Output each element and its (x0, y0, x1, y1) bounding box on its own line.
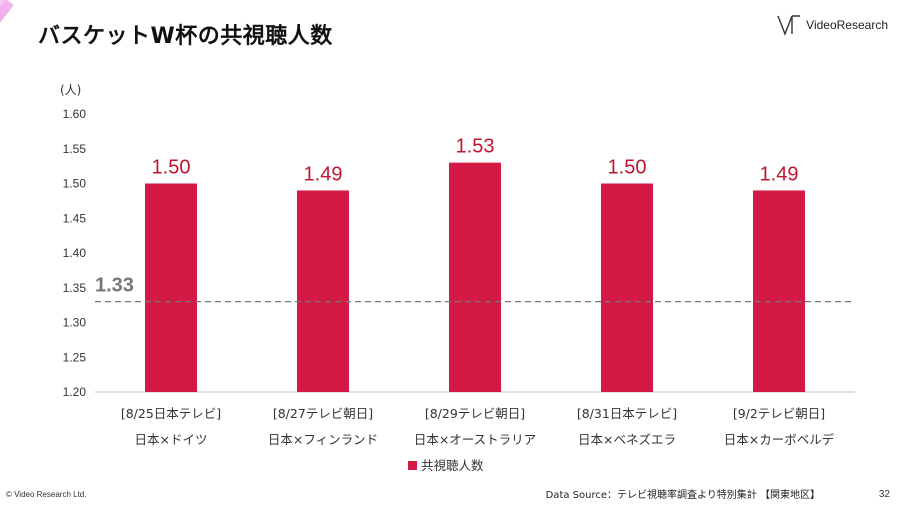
x-tick-sublabel: 日本×ベネズエラ (578, 432, 676, 447)
videoresearch-logo-icon (777, 15, 801, 36)
x-tick-label: [9/2テレビ朝日] (733, 406, 825, 421)
y-tick-label: 1.35 (63, 281, 87, 295)
y-tick-label: 1.45 (63, 211, 87, 225)
x-tick-sublabel: 日本×カーボベルデ (724, 432, 835, 447)
y-tick-label: 1.40 (63, 246, 87, 260)
logo-text: VideoResearch (806, 18, 888, 32)
company-logo: VideoResearch (776, 12, 888, 38)
y-tick-label: 1.30 (63, 316, 87, 330)
y-tick-label: 1.60 (63, 107, 87, 121)
data-label: 1.49 (304, 163, 343, 185)
x-tick-sublabel: 日本×ドイツ (135, 432, 208, 447)
x-tick-label: [8/27テレビ朝日] (273, 406, 373, 421)
legend-swatch (408, 461, 417, 470)
bar (449, 162, 501, 392)
copyright: © Video Research Ltd. (6, 490, 87, 499)
data-source: Data Source：テレビ視聴率調査より特別集計 【関東地区】 (545, 490, 820, 501)
x-tick-sublabel: 日本×オーストラリア (414, 432, 536, 447)
y-tick-label: 1.55 (63, 142, 87, 156)
data-label: 1.49 (760, 163, 799, 185)
x-tick-label: [8/25日本テレビ] (121, 406, 221, 421)
y-axis-unit-label: (人) (60, 83, 81, 97)
x-tick-label: [8/29テレビ朝日] (425, 406, 525, 421)
reference-line-label: 1.33 (95, 275, 134, 297)
x-tick-label: [8/31日本テレビ] (577, 406, 677, 421)
x-tick-sublabel: 日本×フィンランド (268, 432, 378, 447)
bar (601, 183, 653, 392)
y-tick-label: 1.25 (63, 350, 87, 364)
page-number: 32 (878, 489, 890, 500)
bar (297, 190, 349, 392)
bar (753, 190, 805, 392)
data-label: 1.53 (456, 136, 495, 158)
legend-label: 共視聴人数 (421, 458, 484, 473)
data-label: 1.50 (608, 157, 647, 179)
data-label: 1.50 (152, 157, 191, 179)
y-tick-label: 1.20 (63, 385, 87, 399)
y-tick-label: 1.50 (63, 177, 87, 191)
bar (145, 183, 197, 392)
page-title: バスケットW杯の共視聴人数 (38, 24, 333, 49)
